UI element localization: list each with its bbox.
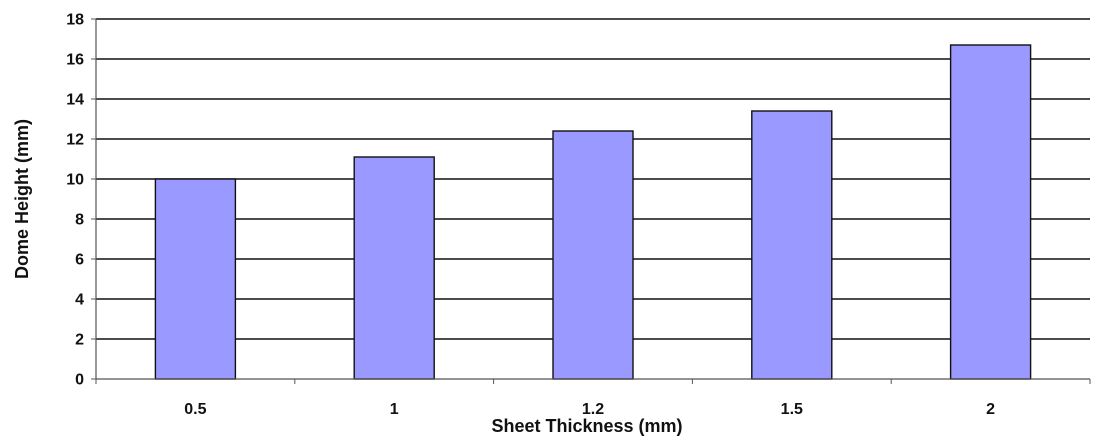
bar-1-5 <box>751 110 833 380</box>
y-tick-label: 16 <box>66 52 84 69</box>
x-axis-title: Sheet Thickness (mm) <box>491 416 682 436</box>
bar-1 <box>353 156 435 380</box>
y-tick-label: 14 <box>66 92 84 109</box>
y-tick-label: 4 <box>75 292 84 309</box>
y-tick-label: 0 <box>75 372 84 389</box>
x-tick-label: 2 <box>986 401 995 418</box>
y-tick-label: 12 <box>66 132 84 149</box>
bar-2 <box>949 44 1032 380</box>
bar-0-5 <box>154 178 237 380</box>
y-tick-label: 2 <box>75 332 84 349</box>
y-tick-label: 8 <box>75 212 84 229</box>
bar-1-2 <box>552 130 634 380</box>
x-tick-label: 1.2 <box>582 401 604 418</box>
x-tick-label: 1.5 <box>781 401 803 418</box>
y-tick-labels: 0 2 4 6 8 10 12 14 16 18 <box>66 12 84 389</box>
x-tick-label: 0.5 <box>184 401 206 418</box>
x-tick-labels: 0.5 1 1.2 1.5 2 <box>184 401 995 418</box>
y-tick-label: 18 <box>66 12 84 29</box>
axes <box>91 18 1091 384</box>
y-axis-title: Dome Height (mm) <box>12 119 32 279</box>
y-tick-label: 10 <box>66 172 84 189</box>
x-tick-label: 1 <box>390 401 399 418</box>
y-tick-label: 6 <box>75 252 84 269</box>
bars <box>154 44 1032 380</box>
